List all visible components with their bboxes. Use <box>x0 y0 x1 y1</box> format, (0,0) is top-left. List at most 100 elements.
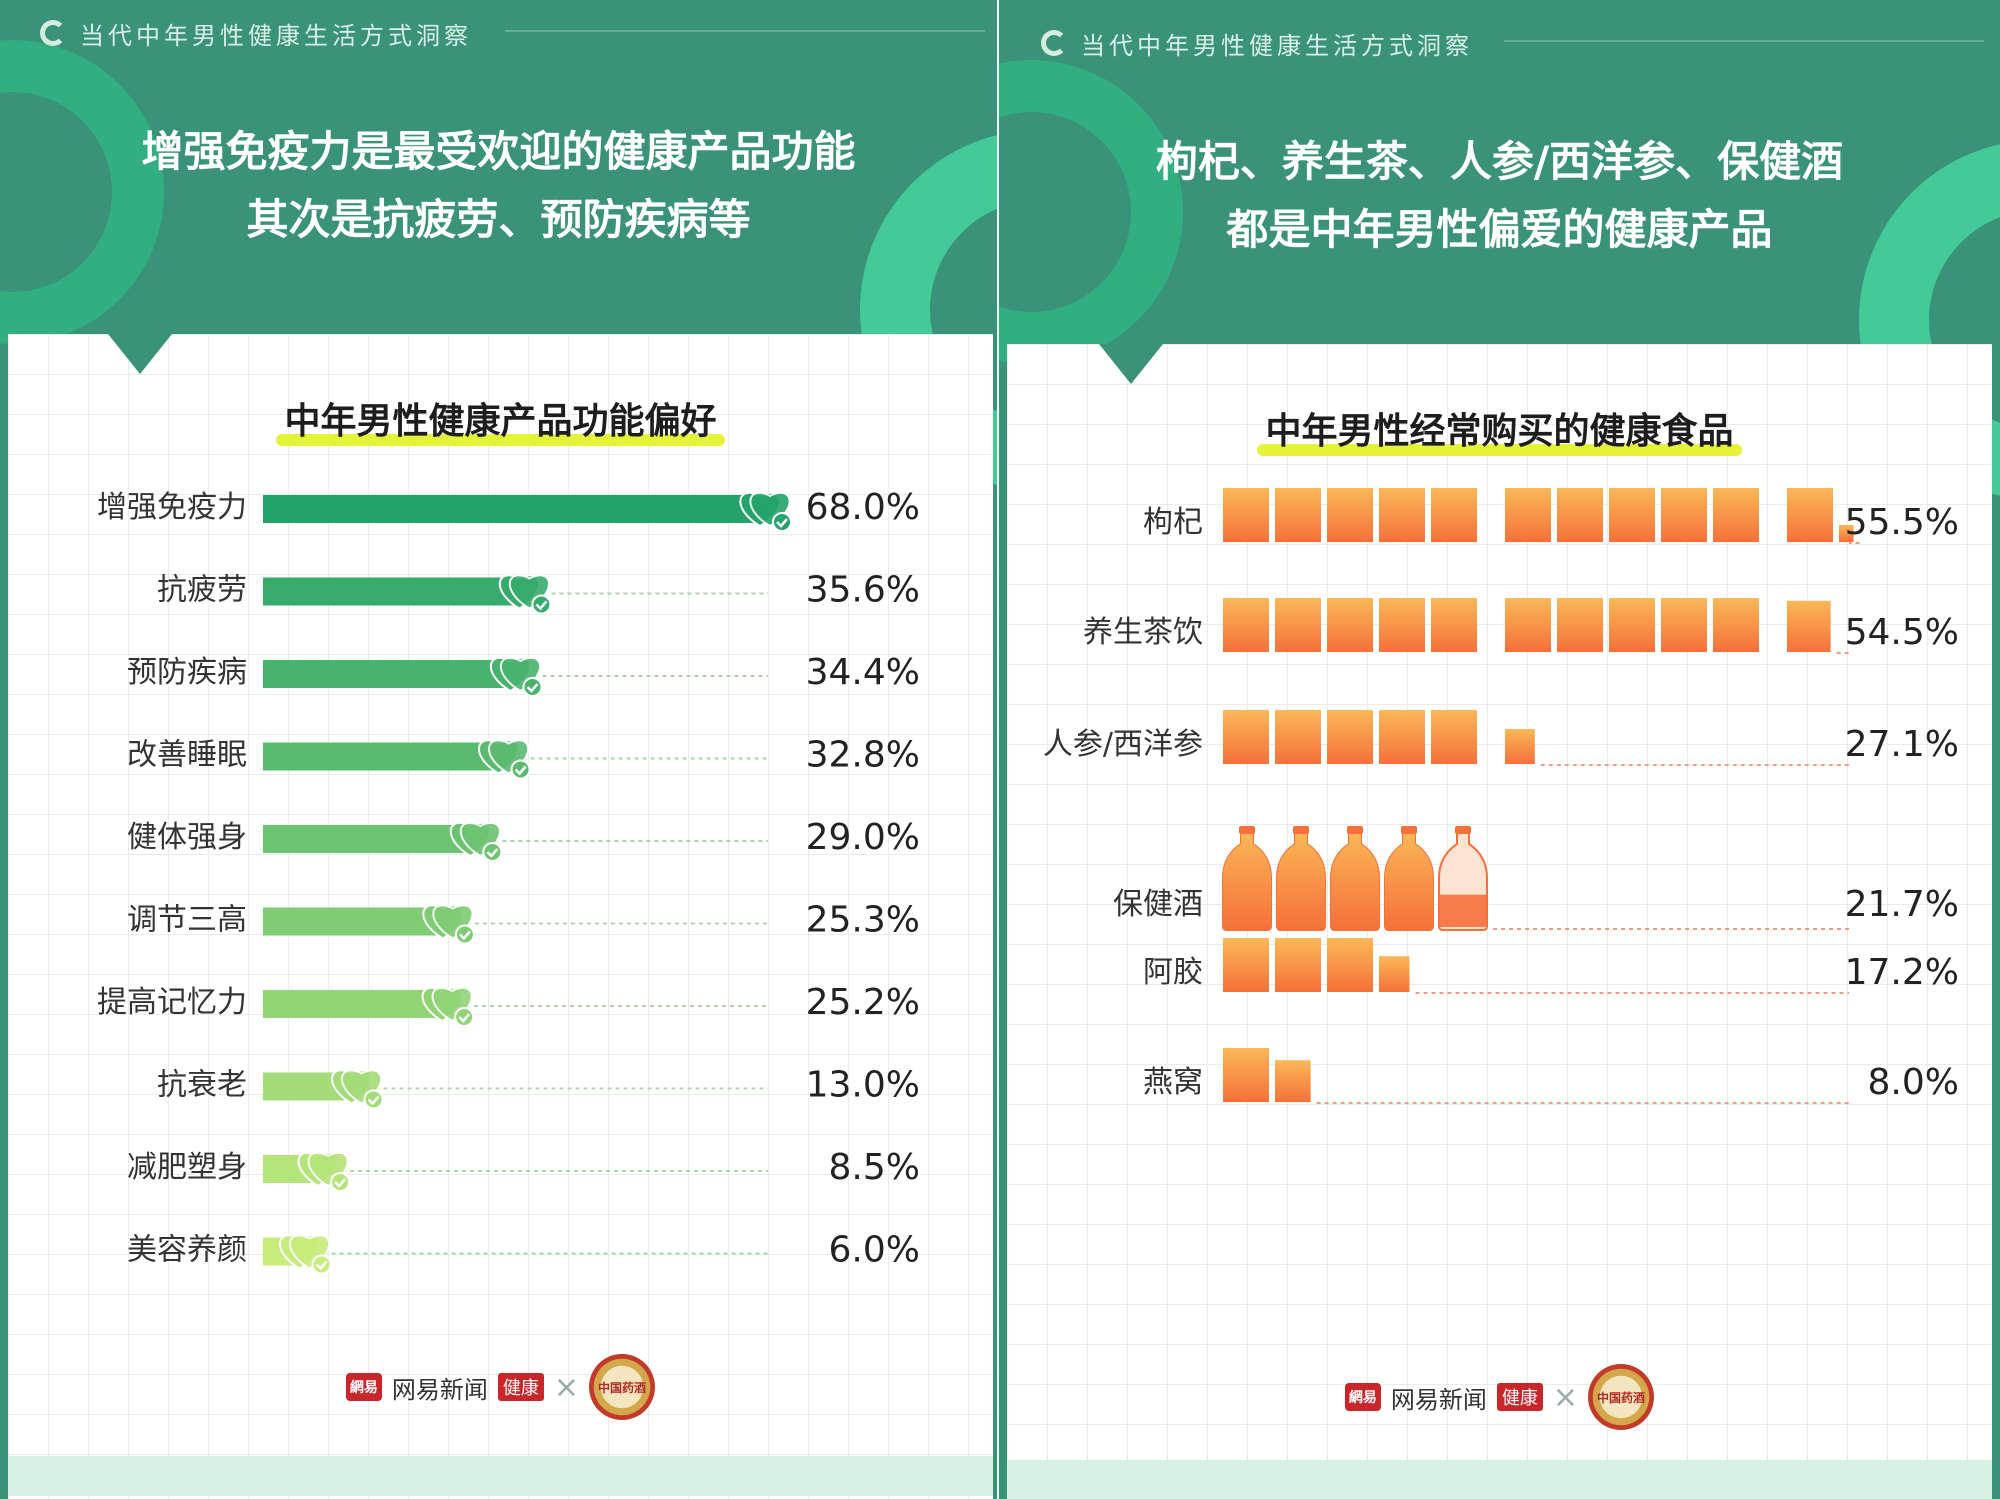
heart-check-icon <box>478 739 531 780</box>
left-panel: 当代中年男性健康生活方式洞察 增强免疫力是最受欢迎的健康产品功能 其次是抗疲劳、… <box>0 0 997 1499</box>
box-icon <box>1661 598 1707 652</box>
bottle-icon <box>1384 826 1434 931</box>
box-icon <box>1223 710 1269 764</box>
pictograph-row: 保健酒 21.7% <box>1113 826 1959 931</box>
card-pointer <box>1099 344 1163 384</box>
value-label: 32.8% <box>806 735 920 776</box>
category-label: 抗疲劳 <box>157 573 247 608</box>
box-icon <box>1275 710 1321 764</box>
bar-row: 增强免疫力 68.0% <box>97 487 920 532</box>
box-icon <box>1505 598 1551 652</box>
right-panel: 当代中年男性健康生活方式洞察 枸杞、养生茶、人参/西洋参、保健酒 都是中年男性偏… <box>999 0 2000 1499</box>
bar <box>263 660 519 688</box>
function-preference-chart: 增强免疫力 68.0% 抗疲劳 35.6% 预防疾病 34.4% 改善睡眠 32.8% 健体强身… <box>97 487 920 1275</box>
box-icon <box>1431 598 1477 652</box>
box-icon <box>1557 488 1603 542</box>
box-icon <box>1275 488 1321 542</box>
brand-c-icon <box>1041 30 1067 56</box>
value-label: 55.5% <box>1845 502 1959 543</box>
value-label: 8.5% <box>829 1147 920 1188</box>
box-icon <box>1609 488 1655 542</box>
box-icon <box>1557 598 1603 652</box>
pictograph-row: 阿胶 17.2% <box>1143 938 1959 994</box>
box-icon <box>1223 938 1269 992</box>
category-label: 健体强身 <box>127 820 247 855</box>
value-label: 17.2% <box>1845 952 1959 993</box>
value-label: 29.0% <box>806 817 920 858</box>
chart-title: 中年男性经常购买的健康食品 <box>1257 402 1742 456</box>
box-icon <box>1275 1060 1311 1102</box>
box-icon <box>1379 710 1425 764</box>
category-label: 预防疾病 <box>127 655 247 690</box>
pictograph-row: 人参/西洋参 27.1% <box>1043 710 1959 766</box>
footer-health-tag: 健康 <box>1496 1383 1543 1411</box>
heart-check-icon <box>297 1151 351 1192</box>
bar-row: 抗衰老 13.0% <box>157 1065 920 1110</box>
box-icon <box>1223 1048 1269 1102</box>
heart-check-icon <box>739 491 792 532</box>
footer-x: × <box>1552 1379 1579 1415</box>
footer-logos: 網易 网易新闻 健康 × 中国药酒 <box>8 1354 993 1420</box>
category-label: 调节三高 <box>127 903 247 938</box>
card-pointer <box>108 334 172 374</box>
box-icon <box>1661 488 1707 542</box>
category-label: 提高记忆力 <box>97 985 247 1020</box>
bottle-icon <box>1222 826 1272 931</box>
seal-logo: 中国药酒 <box>1588 1364 1655 1430</box>
heart-check-icon <box>279 1234 332 1275</box>
bottle-icon <box>1276 826 1326 931</box>
bar-row: 减肥塑身 8.5% <box>127 1147 920 1192</box>
bar-row: 提高记忆力 25.2% <box>97 982 920 1027</box>
page-title-line-2: 其次是抗疲劳、预防疾病等 <box>246 195 751 244</box>
bar <box>263 577 528 606</box>
footer-logos: 網易 网易新闻 健康 × 中国药酒 <box>1007 1364 1992 1430</box>
category-label: 美容养颜 <box>127 1233 247 1268</box>
value-label: 54.5% <box>1845 612 1959 653</box>
category-label: 养生茶饮 <box>1083 615 1203 650</box>
header-divider <box>1504 40 1984 42</box>
heart-check-icon <box>421 986 475 1027</box>
box-icon <box>1713 488 1759 542</box>
bar <box>263 907 451 936</box>
category-label: 燕窝 <box>1143 1065 1203 1100</box>
box-icon <box>1223 488 1269 542</box>
header-text: 当代中年男性健康生活方式洞察 <box>1081 32 1473 60</box>
value-label: 6.0% <box>829 1230 920 1271</box>
value-label: 35.6% <box>806 570 920 611</box>
box-icon <box>1327 598 1373 652</box>
footer-x: × <box>553 1369 580 1405</box>
category-label: 抗衰老 <box>157 1068 247 1103</box>
bar-row: 改善睡眠 32.8% <box>127 735 920 780</box>
header-text: 当代中年男性健康生活方式洞察 <box>80 22 472 50</box>
value-label: 25.2% <box>806 982 920 1023</box>
pictograph-row: 养生茶饮 54.5% <box>1083 598 1959 654</box>
box-icon <box>1787 600 1831 652</box>
box-icon <box>1431 488 1477 542</box>
category-label: 阿胶 <box>1143 955 1203 990</box>
box-icon <box>1275 938 1321 992</box>
panel-divider <box>997 0 999 1499</box>
category-label: 改善睡眠 <box>127 738 247 773</box>
box-icon <box>1275 598 1321 652</box>
box-icon <box>1505 488 1551 542</box>
pictograph-row: 燕窝 8.0% <box>1143 1048 1959 1104</box>
bottle-icon <box>1330 826 1380 931</box>
netease-logo: 網易 <box>345 1373 382 1401</box>
bar-row: 美容养颜 6.0% <box>127 1230 920 1275</box>
value-label: 21.7% <box>1845 884 1959 925</box>
bar <box>263 742 507 771</box>
pictograph-row: 枸杞 55.5% <box>1143 488 1959 544</box>
box-icon <box>1379 598 1425 652</box>
box-icon <box>1379 956 1410 992</box>
category-label: 减肥塑身 <box>127 1150 247 1185</box>
footer-brand-text: 网易新闻 <box>1390 1385 1487 1414</box>
bar <box>263 495 768 523</box>
box-icon <box>1713 598 1759 652</box>
box-icon <box>1223 598 1269 652</box>
bar-row: 健体强身 29.0% <box>127 817 920 862</box>
chart-title: 中年男性健康产品功能偏好 <box>276 392 725 446</box>
page-title-line-1: 枸杞、养生茶、人参/西洋参、保健酒 <box>1155 137 1844 186</box>
heart-check-icon <box>449 821 503 862</box>
box-icon <box>1787 488 1833 542</box>
bottle-icon <box>1438 826 1488 931</box>
